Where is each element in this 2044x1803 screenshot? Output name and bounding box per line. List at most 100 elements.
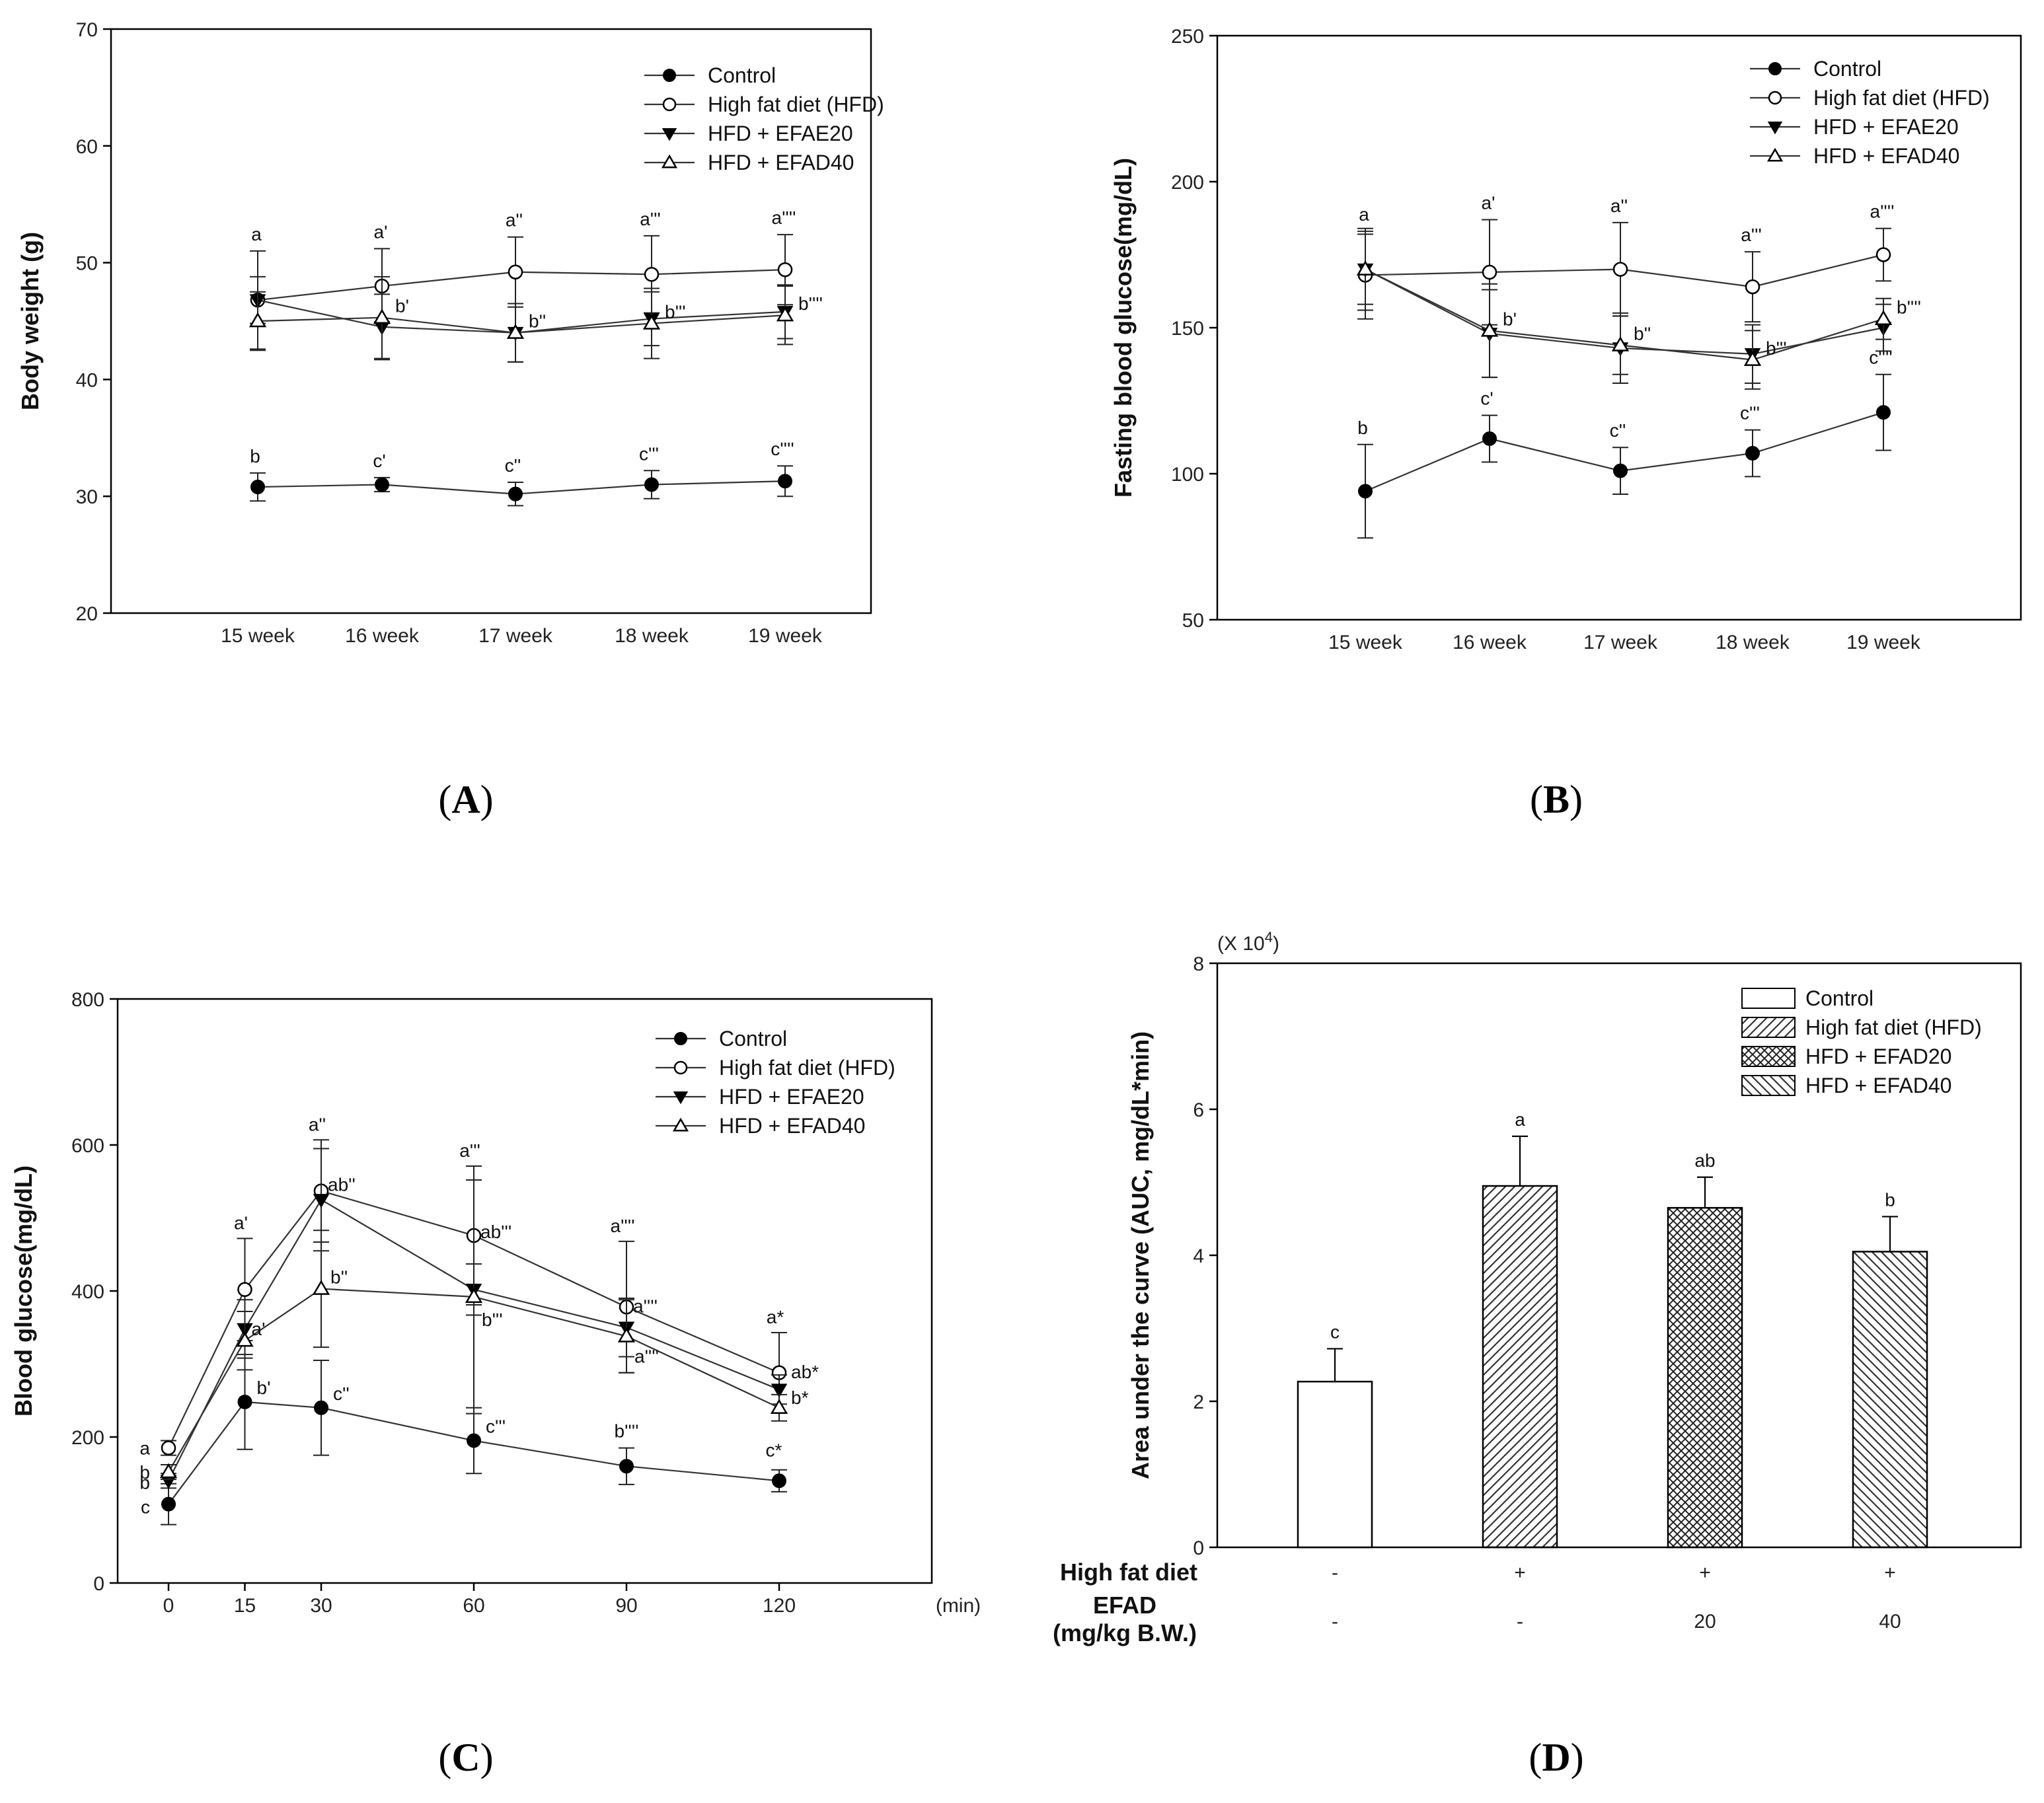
- bar-hfd-efad40: [1852, 1251, 1928, 1549]
- significance-label: b''': [1766, 338, 1787, 359]
- legend-entry: High fat diet (HFD): [719, 1056, 895, 1080]
- legend-marker: [662, 97, 677, 112]
- y-tick-label: 30: [76, 486, 98, 508]
- significance-label: b''': [482, 1309, 503, 1330]
- significance-label: a: [139, 1438, 150, 1459]
- row-label-high-fat-diet: High fat diet: [1060, 1559, 1197, 1586]
- data-point: [314, 1400, 328, 1415]
- data-point: [776, 306, 794, 322]
- efad-row-value: -: [1517, 1611, 1523, 1633]
- significance-label: c''': [486, 1417, 506, 1437]
- data-point: [619, 1459, 634, 1474]
- data-point: [1876, 405, 1891, 420]
- significance-label: a''': [459, 1140, 480, 1161]
- efad-row-value: 20: [1694, 1611, 1716, 1633]
- y-tick-label: 0: [1193, 1537, 1204, 1559]
- significance-label: a: [1515, 1109, 1525, 1130]
- data-point: [236, 1331, 254, 1347]
- x-tick-label: 18 week: [615, 625, 689, 647]
- x-tick-label: 16 week: [1453, 632, 1527, 653]
- significance-label: a'': [506, 210, 523, 231]
- significance-label: a'''': [1870, 202, 1895, 222]
- data-point: [777, 262, 793, 277]
- legend: Control High fat diet (HFD) HFD + EFAE20 HF…: [656, 1027, 895, 1138]
- significance-label: b'': [330, 1267, 348, 1288]
- significance-label: a': [1482, 192, 1495, 213]
- series-line: [168, 1288, 780, 1473]
- data-point: [237, 1282, 252, 1298]
- data-point: [375, 477, 389, 492]
- x-tick-label: 15 week: [221, 625, 295, 647]
- data-point: [508, 486, 523, 501]
- significance-label: b'''': [798, 293, 823, 314]
- significance-label: a'': [309, 1114, 326, 1134]
- legend-entry: High fat diet (HFD): [1805, 1015, 1982, 1039]
- data-point: [248, 312, 267, 328]
- x-axis-label: (min): [936, 1595, 981, 1617]
- significance-label: b: [1357, 418, 1368, 438]
- legend-marker: [662, 128, 677, 141]
- significance-label: b*: [791, 1387, 809, 1408]
- data-point: [465, 1288, 483, 1304]
- significance-label: b'': [529, 311, 546, 332]
- data-point: [161, 1496, 176, 1512]
- significance-label: c'': [1610, 420, 1626, 441]
- series-line: [168, 1198, 780, 1481]
- data-point: [508, 264, 523, 279]
- data-point: [617, 1327, 636, 1343]
- panel-d-auc-bar-chart: 0 2 4 6 8 (X 104) Area under the curve (AUC, m…: [1053, 929, 2022, 1646]
- series-high-fat-diet-hfd-: [1357, 219, 1891, 326]
- legend-marker: [1768, 62, 1782, 75]
- legend-entry: HFD + EFAD40: [1813, 144, 1959, 168]
- data-point: [373, 309, 391, 324]
- x-tick-label: 15 week: [1328, 632, 1403, 653]
- data-point: [770, 1399, 788, 1415]
- legend-swatch: [1741, 1075, 1796, 1096]
- legend: Control High fat diet (HFD) HFD + EFAD20 HF…: [1741, 986, 1982, 1097]
- legend-marker: [1767, 122, 1783, 135]
- legend-marker: [673, 1060, 688, 1075]
- hfd-row-value: +: [1699, 1562, 1711, 1584]
- series-line: [168, 1190, 780, 1449]
- significance-label: b: [250, 446, 260, 466]
- legend-swatch: [1741, 988, 1796, 1009]
- significance-label: a''': [640, 209, 661, 229]
- series-line: [168, 1401, 780, 1505]
- significance-label: c'': [505, 455, 521, 476]
- panel-b-fasting-glucose-chart: 50 100 150 200 250 15 week 16 week 17 week 18 we…: [1110, 26, 2022, 653]
- y-tick-label: 20: [76, 603, 98, 625]
- series-hfd-efae20: [1357, 233, 1892, 384]
- data-point: [1613, 463, 1628, 478]
- significance-label: a*: [767, 1307, 784, 1327]
- x-tick-label: 120: [763, 1595, 796, 1617]
- significance-label: ab'': [328, 1175, 356, 1195]
- series-hfd-efad40: [248, 276, 794, 363]
- legend-entry: HFD + EFAD40: [1805, 1074, 1951, 1097]
- efad-row-value: -: [1332, 1611, 1338, 1633]
- data-point: [506, 324, 525, 339]
- significance-label: a': [234, 1212, 248, 1233]
- y-tick-label: 800: [71, 989, 104, 1011]
- panel-label-b: (B): [1530, 778, 1583, 821]
- panel-c-blood-glucose-chart: 0 200 400 600 800 0 15 30 60 90 120 (min) Blood gluc…: [10, 989, 981, 1617]
- significance-label: c''': [1740, 403, 1760, 423]
- significance-label: b'': [1634, 324, 1651, 344]
- significance-label: c: [1330, 1321, 1340, 1342]
- y-tick-label: 200: [1171, 172, 1204, 194]
- legend: Control High fat diet (HFD) HFD + EFAE20 HF…: [644, 63, 884, 174]
- legend-entry: Control: [1805, 986, 1874, 1010]
- significance-label: a: [251, 224, 262, 244]
- x-tick-label: 17 week: [1583, 632, 1658, 653]
- data-point: [250, 480, 265, 495]
- x-tick-label: 18 week: [1716, 632, 1790, 653]
- y-tick-label: 200: [71, 1427, 104, 1449]
- legend-entry: HFD + EFAD40: [708, 151, 854, 174]
- significance-label: a': [252, 1319, 266, 1339]
- x-tick-label: 16 week: [345, 625, 420, 647]
- x-tick-label: 60: [463, 1595, 484, 1617]
- x-tick-label: 19 week: [1846, 632, 1921, 653]
- legend-entry: HFD + EFAD20: [1805, 1045, 1951, 1068]
- y-tick-label: 400: [71, 1281, 104, 1303]
- significance-label: b: [1885, 1189, 1895, 1210]
